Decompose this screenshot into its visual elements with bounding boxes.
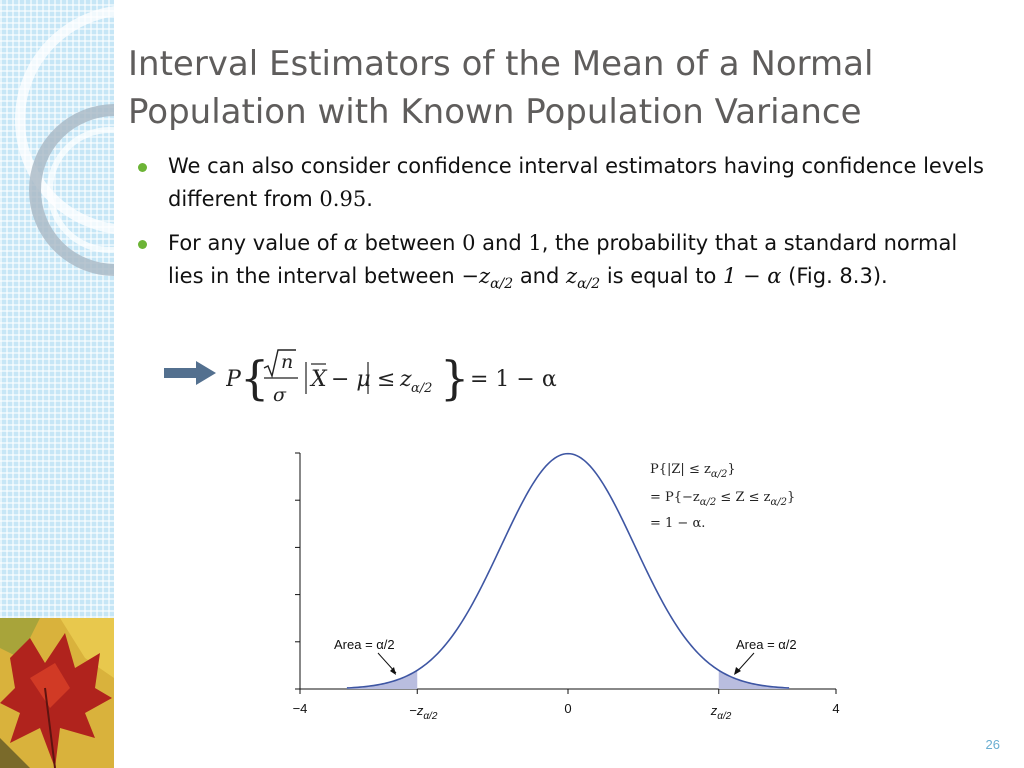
- equation-subscript: α/2: [700, 497, 716, 508]
- standard-normal-chart: −4 0 4 −zα/2 zα/2 Area = α/2 Area = α/2 P{|Z…: [293, 452, 840, 722]
- math-subscript: α/2: [490, 276, 514, 293]
- formula-z: z: [399, 367, 412, 392]
- math-z: z: [566, 264, 578, 288]
- equation-subscript: α/2: [711, 469, 727, 480]
- density-curve: [346, 452, 790, 689]
- formula-z-subscript: α/2: [411, 381, 432, 396]
- title-line-1: Interval Estimators of the Mean of a Nor…: [128, 44, 874, 84]
- svg-text:= P{−zα/2 ≤ Z ≤ zα/2}: = P{−zα/2 ≤ Z ≤ zα/2}: [650, 490, 795, 508]
- annotation-right: Area = α/2: [736, 637, 797, 652]
- autumn-leaf-icon: [0, 618, 114, 768]
- x-tick-label-pos-z: zα/2: [710, 703, 732, 722]
- math-alpha: α: [343, 231, 358, 255]
- x-tick-label-neg-z: −zα/2: [409, 703, 438, 722]
- math-value: 0.95: [319, 187, 367, 211]
- decorative-rings: [15, 6, 114, 276]
- bullet-item-2: For any value of α between 0 and 1, the …: [136, 227, 996, 301]
- bullet-text: (Fig. 8.3).: [781, 264, 888, 288]
- x-tick-label: 0: [564, 701, 571, 716]
- math-subscript: α/2: [577, 276, 601, 293]
- right-tail-shade: [718, 670, 790, 689]
- annotation-left-arrowhead: [390, 667, 396, 675]
- x-tick-labels: −4 0 4 −zα/2 zα/2: [293, 701, 840, 722]
- bullet-text: and: [513, 264, 566, 288]
- annotation-left: Area = α/2: [334, 637, 395, 652]
- bullet-text: .: [366, 187, 373, 211]
- formula-equals: = 1 − α: [470, 367, 557, 392]
- z-subscript: α/2: [717, 711, 731, 722]
- math-value: 1: [528, 231, 542, 255]
- formula-p: P: [226, 367, 242, 392]
- equation-line-1: P{|Z| ≤ z: [650, 462, 711, 477]
- bullet-dot-icon: [138, 240, 147, 249]
- bullet-text: is equal to: [600, 264, 723, 288]
- bullet-list: We can also consider confidence interval…: [136, 150, 996, 312]
- equation-line-2: = P{−z: [650, 490, 700, 505]
- equation-subscript: α/2: [770, 497, 786, 508]
- bullet-text: and: [475, 231, 529, 255]
- formula-minus-mu: − μ: [331, 367, 371, 392]
- formula-sigma: σ: [273, 384, 287, 406]
- bullet-text: , the probability that a standard normal…: [168, 231, 958, 288]
- x-tick-label: −4: [293, 701, 308, 716]
- x-tick-label: 4: [832, 701, 839, 716]
- svg-text:P{|Z| ≤ zα/2}: P{|Z| ≤ zα/2}: [650, 462, 736, 480]
- left-tail-shade: [346, 670, 418, 689]
- math-value: 0: [462, 231, 476, 255]
- math-neg-z: −z: [461, 264, 491, 288]
- formula-right-brace: }: [440, 351, 469, 405]
- probability-formula: P { n σ X − μ ≤ z α/2 } = 1 − α: [226, 349, 557, 406]
- page-number: 26: [985, 737, 1000, 752]
- math-one-minus-alpha: 1 − α: [722, 264, 782, 288]
- decorative-sidebar: [0, 0, 114, 768]
- right-arrow-icon: [164, 361, 216, 385]
- z-subscript: α/2: [423, 711, 437, 722]
- formula-leq: ≤: [377, 367, 395, 392]
- bullet-dot-icon: [138, 163, 147, 172]
- bullet-text: For any value of: [168, 231, 344, 255]
- chart-equation: P{|Z| ≤ zα/2} = P{−zα/2 ≤ Z ≤ zα/2} = 1 …: [650, 462, 795, 531]
- formula-x-bar: X: [309, 367, 328, 392]
- equation-line-3: = 1 − α.: [650, 516, 705, 531]
- bullet-text: We can also consider confidence interval…: [168, 154, 984, 211]
- slide-title: Interval Estimators of the Mean of a Nor…: [128, 40, 1008, 136]
- title-line-2: Population with Known Population Varianc…: [128, 92, 862, 132]
- bullet-item-1: We can also consider confidence interval…: [136, 150, 996, 216]
- annotation-right-arrowhead: [734, 667, 741, 675]
- formula-n: n: [281, 351, 293, 373]
- bullet-text: between: [357, 231, 463, 255]
